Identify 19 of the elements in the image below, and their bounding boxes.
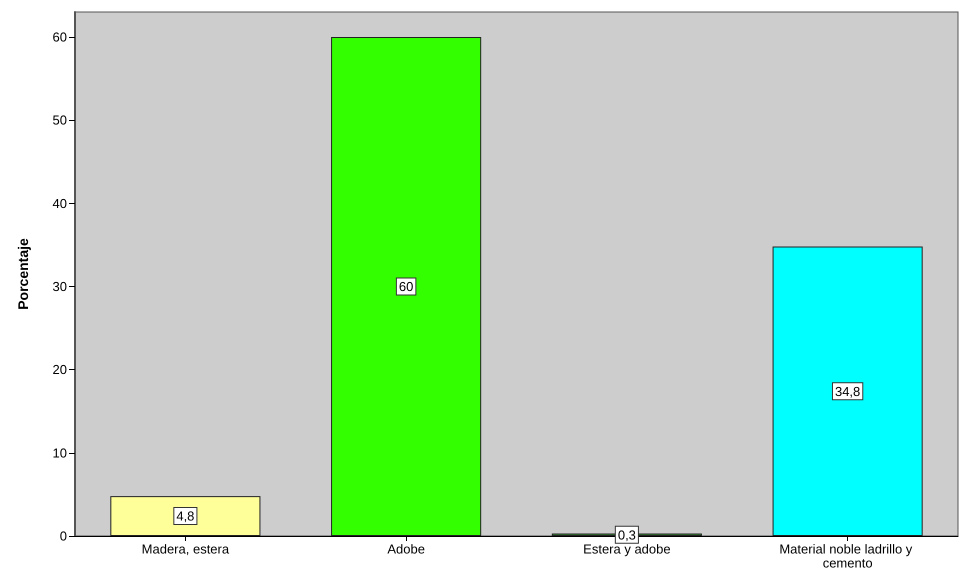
bar bbox=[331, 36, 482, 536]
x-tick-label: Madera, estera bbox=[142, 542, 230, 556]
y-tick-label: 20 bbox=[52, 362, 67, 378]
y-tick-label: 10 bbox=[52, 445, 67, 460]
y-tick-label: 0 bbox=[60, 528, 67, 544]
bar bbox=[772, 246, 923, 536]
data-label: 4,8 bbox=[176, 508, 194, 524]
data-label: 0,3 bbox=[618, 527, 636, 542]
bar bbox=[110, 496, 260, 536]
y-tick-label: 60 bbox=[52, 29, 67, 44]
y-tick-label: 30 bbox=[52, 278, 67, 294]
y-tick-label: 40 bbox=[52, 196, 67, 211]
y-axis-title: Porcentaje bbox=[15, 238, 31, 310]
x-tick-label: Adobe bbox=[387, 542, 425, 556]
x-tick-label: Estera y adobe bbox=[583, 542, 671, 556]
y-tick-label: 50 bbox=[52, 112, 67, 128]
x-tick-label: Material noble ladrillo y cemento bbox=[779, 542, 916, 570]
data-label: 60 bbox=[398, 278, 414, 294]
data-label: 34,8 bbox=[834, 384, 860, 399]
